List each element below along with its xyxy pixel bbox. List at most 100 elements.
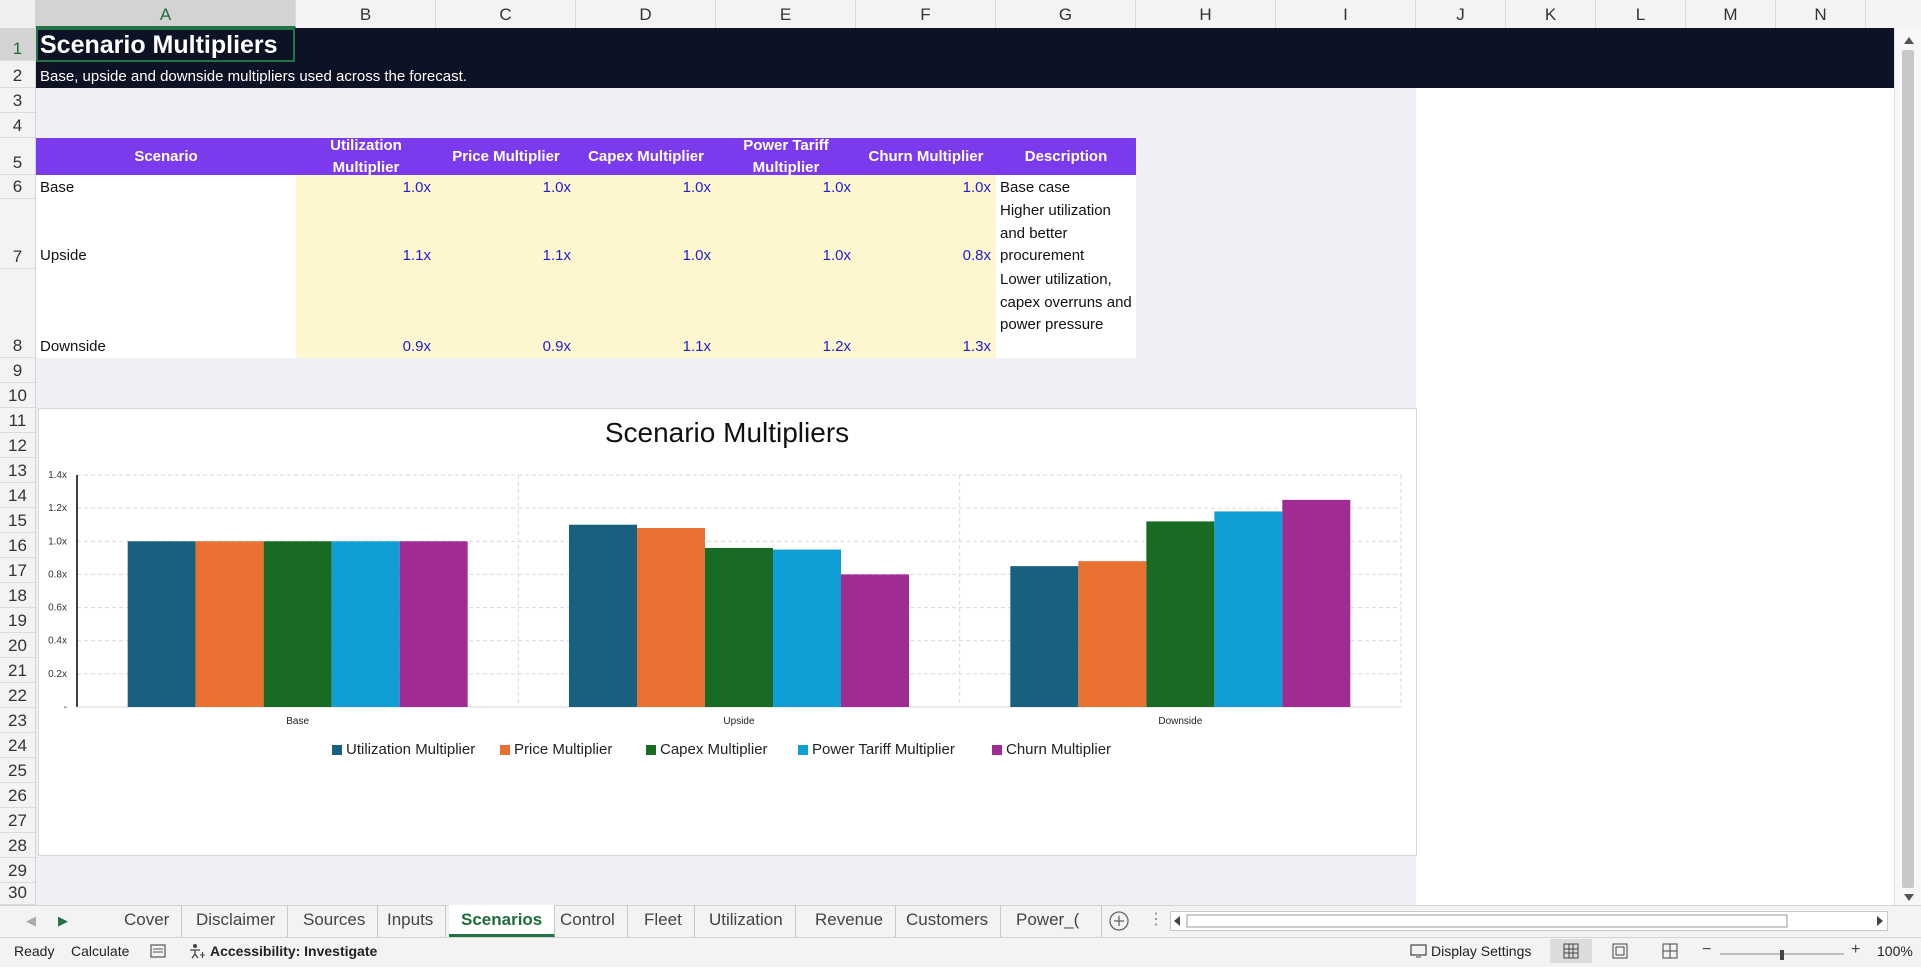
tab-fleet[interactable]: Fleet: [632, 905, 695, 937]
row-header[interactable]: 14: [0, 483, 36, 508]
tab-scroll-right-icon[interactable]: ▶: [58, 913, 68, 928]
column-header-e[interactable]: E: [716, 0, 856, 28]
display-settings-button[interactable]: Display Settings: [1431, 943, 1532, 959]
table-header-price[interactable]: Price Multiplier: [436, 138, 576, 175]
column-header-a[interactable]: A: [36, 0, 296, 28]
row-header[interactable]: 23: [0, 708, 36, 733]
column-header-l[interactable]: L: [1596, 0, 1686, 28]
table-header-churn[interactable]: Churn Multiplier: [856, 138, 996, 175]
table-header-scenario[interactable]: Scenario: [36, 138, 296, 175]
table-cell-description[interactable]: Lower utilization, capex overruns and po…: [996, 269, 1136, 358]
column-header-b[interactable]: B: [296, 0, 436, 28]
row-header[interactable]: 27: [0, 808, 36, 833]
add-sheet-button[interactable]: [1108, 910, 1130, 932]
table-cell-description[interactable]: Base case: [996, 175, 1136, 199]
row-header[interactable]: 21: [0, 658, 36, 683]
row-header[interactable]: 7: [0, 199, 36, 269]
table-cell-value[interactable]: 1.0x: [716, 199, 856, 269]
column-header-f[interactable]: F: [856, 0, 996, 28]
row-header[interactable]: 11: [0, 408, 36, 433]
table-cell-value[interactable]: 1.0x: [576, 175, 716, 199]
row-header[interactable]: 25: [0, 758, 36, 783]
tab-sources[interactable]: Sources: [291, 905, 379, 937]
row-header[interactable]: 10: [0, 383, 36, 408]
tab-scenarios[interactable]: Scenarios: [449, 905, 556, 937]
sheet-title[interactable]: Scenario Multipliers: [40, 31, 278, 59]
column-header-k[interactable]: K: [1506, 0, 1596, 28]
table-cell-value[interactable]: 1.0x: [856, 175, 996, 199]
table-header-capex[interactable]: Capex Multiplier: [576, 138, 716, 175]
row-header[interactable]: 13: [0, 458, 36, 483]
table-cell-value[interactable]: 1.0x: [436, 175, 576, 199]
macro-recording-icon[interactable]: [150, 943, 166, 964]
table-cell-value[interactable]: 1.1x: [436, 199, 576, 269]
table-cell-scenario[interactable]: Downside: [36, 269, 296, 358]
row-header[interactable]: 8: [0, 269, 36, 358]
tab-scroll-left-icon[interactable]: ◀: [26, 913, 36, 928]
tab-power[interactable]: Power_(: [1004, 905, 1102, 937]
vertical-scrollbar[interactable]: [1894, 28, 1921, 905]
table-cell-value[interactable]: 1.2x: [716, 269, 856, 358]
scenario-chart[interactable]: Scenario Multipliers - 0.2x 0.4x 0.6x 0.8x 1.0…: [38, 408, 1417, 856]
row-header[interactable]: 1: [0, 28, 36, 61]
zoom-level[interactable]: 100%: [1877, 943, 1913, 959]
column-header-n[interactable]: N: [1776, 0, 1866, 28]
zoom-slider[interactable]: [1720, 947, 1844, 960]
column-header-h[interactable]: H: [1136, 0, 1276, 28]
calculate-button[interactable]: Calculate: [71, 943, 130, 959]
table-cell-description[interactable]: Higher utilization and better procuremen…: [996, 199, 1136, 269]
sheet-empty-area[interactable]: [1416, 88, 1894, 905]
row-header[interactable]: 9: [0, 358, 36, 383]
row-header[interactable]: 3: [0, 88, 36, 113]
table-cell-value[interactable]: 0.9x: [296, 269, 436, 358]
tab-revenue[interactable]: Revenue: [803, 905, 897, 937]
row-header[interactable]: 28: [0, 833, 36, 858]
row-header[interactable]: 19: [0, 608, 36, 633]
row-header[interactable]: 24: [0, 733, 36, 758]
table-cell-value[interactable]: 1.0x: [296, 175, 436, 199]
row-header[interactable]: 18: [0, 583, 36, 608]
tab-disclaimer[interactable]: Disclaimer: [184, 905, 289, 937]
horizontal-scrollbar[interactable]: [1170, 911, 1888, 931]
more-options-icon[interactable]: ⋮: [1148, 911, 1164, 928]
column-header-g[interactable]: G: [996, 0, 1136, 28]
row-header[interactable]: 5: [0, 138, 36, 175]
page-layout-view-icon[interactable]: [1610, 942, 1630, 965]
table-cell-scenario[interactable]: Upside: [36, 199, 296, 269]
zoom-out-icon[interactable]: −: [1702, 941, 1712, 958]
row-header[interactable]: 20: [0, 633, 36, 658]
row-header[interactable]: 26: [0, 783, 36, 808]
column-header-c[interactable]: C: [436, 0, 576, 28]
table-cell-value[interactable]: 0.8x: [856, 199, 996, 269]
table-cell-value[interactable]: 1.1x: [296, 199, 436, 269]
row-header[interactable]: 22: [0, 683, 36, 708]
row-header[interactable]: 4: [0, 113, 36, 138]
display-settings-icon[interactable]: [1410, 943, 1428, 964]
tab-inputs[interactable]: Inputs: [375, 905, 447, 937]
active-cell-selection[interactable]: [36, 28, 295, 62]
table-cell-scenario[interactable]: Base: [36, 175, 296, 199]
column-header-m[interactable]: M: [1686, 0, 1776, 28]
select-all-corner[interactable]: [0, 0, 36, 28]
row-header[interactable]: 12: [0, 433, 36, 458]
row-header[interactable]: 16: [0, 533, 36, 558]
row-header[interactable]: 17: [0, 558, 36, 583]
sheet-subtitle[interactable]: Base, upside and downside multipliers us…: [40, 68, 467, 85]
table-header-description[interactable]: Description: [996, 138, 1136, 175]
accessibility-status[interactable]: Accessibility: Investigate: [210, 943, 378, 959]
row-header[interactable]: 2: [0, 61, 36, 88]
table-cell-value[interactable]: 0.9x: [436, 269, 576, 358]
table-header-utilization[interactable]: Utilization Multiplier: [296, 138, 436, 175]
tab-utilization[interactable]: Utilization: [697, 905, 796, 937]
table-cell-value[interactable]: 1.0x: [576, 199, 716, 269]
column-header-j[interactable]: J: [1416, 0, 1506, 28]
tab-customers[interactable]: Customers: [894, 905, 1002, 937]
table-cell-value[interactable]: 1.0x: [716, 175, 856, 199]
accessibility-icon[interactable]: [188, 943, 206, 964]
table-cell-value[interactable]: 1.1x: [576, 269, 716, 358]
row-header[interactable]: 29: [0, 858, 36, 883]
tab-cover[interactable]: Cover: [112, 905, 183, 937]
row-header[interactable]: 15: [0, 508, 36, 533]
table-header-power-tariff[interactable]: Power Tariff Multiplier: [716, 138, 856, 175]
row-header[interactable]: 6: [0, 175, 36, 199]
